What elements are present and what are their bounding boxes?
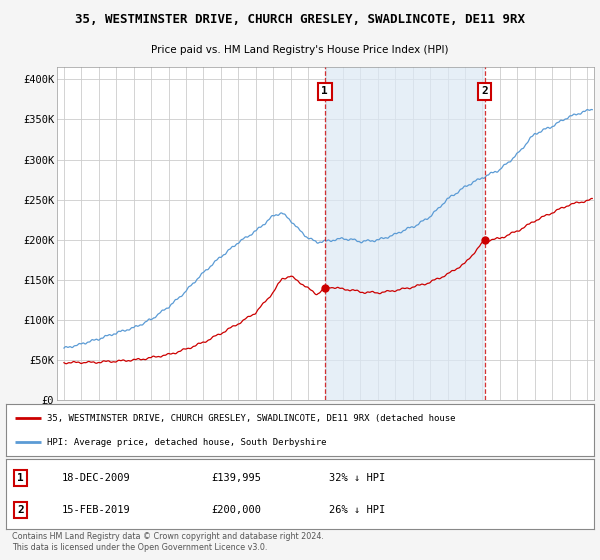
Text: 1: 1 (322, 86, 328, 96)
Text: £139,995: £139,995 (212, 473, 262, 483)
Text: 2: 2 (17, 505, 24, 515)
Text: Price paid vs. HM Land Registry's House Price Index (HPI): Price paid vs. HM Land Registry's House … (151, 45, 449, 55)
Text: 15-FEB-2019: 15-FEB-2019 (62, 505, 131, 515)
Text: 35, WESTMINSTER DRIVE, CHURCH GRESLEY, SWADLINCOTE, DE11 9RX: 35, WESTMINSTER DRIVE, CHURCH GRESLEY, S… (75, 13, 525, 26)
Text: 32% ↓ HPI: 32% ↓ HPI (329, 473, 386, 483)
Text: Contains HM Land Registry data © Crown copyright and database right 2024.
This d: Contains HM Land Registry data © Crown c… (12, 533, 324, 552)
Text: HPI: Average price, detached house, South Derbyshire: HPI: Average price, detached house, Sout… (47, 438, 326, 447)
Text: 1: 1 (17, 473, 24, 483)
Text: 18-DEC-2009: 18-DEC-2009 (62, 473, 131, 483)
Text: 35, WESTMINSTER DRIVE, CHURCH GRESLEY, SWADLINCOTE, DE11 9RX (detached house: 35, WESTMINSTER DRIVE, CHURCH GRESLEY, S… (47, 414, 455, 423)
Text: 2: 2 (481, 86, 488, 96)
Bar (325, 67, 485, 400)
Text: £200,000: £200,000 (212, 505, 262, 515)
Text: 26% ↓ HPI: 26% ↓ HPI (329, 505, 386, 515)
